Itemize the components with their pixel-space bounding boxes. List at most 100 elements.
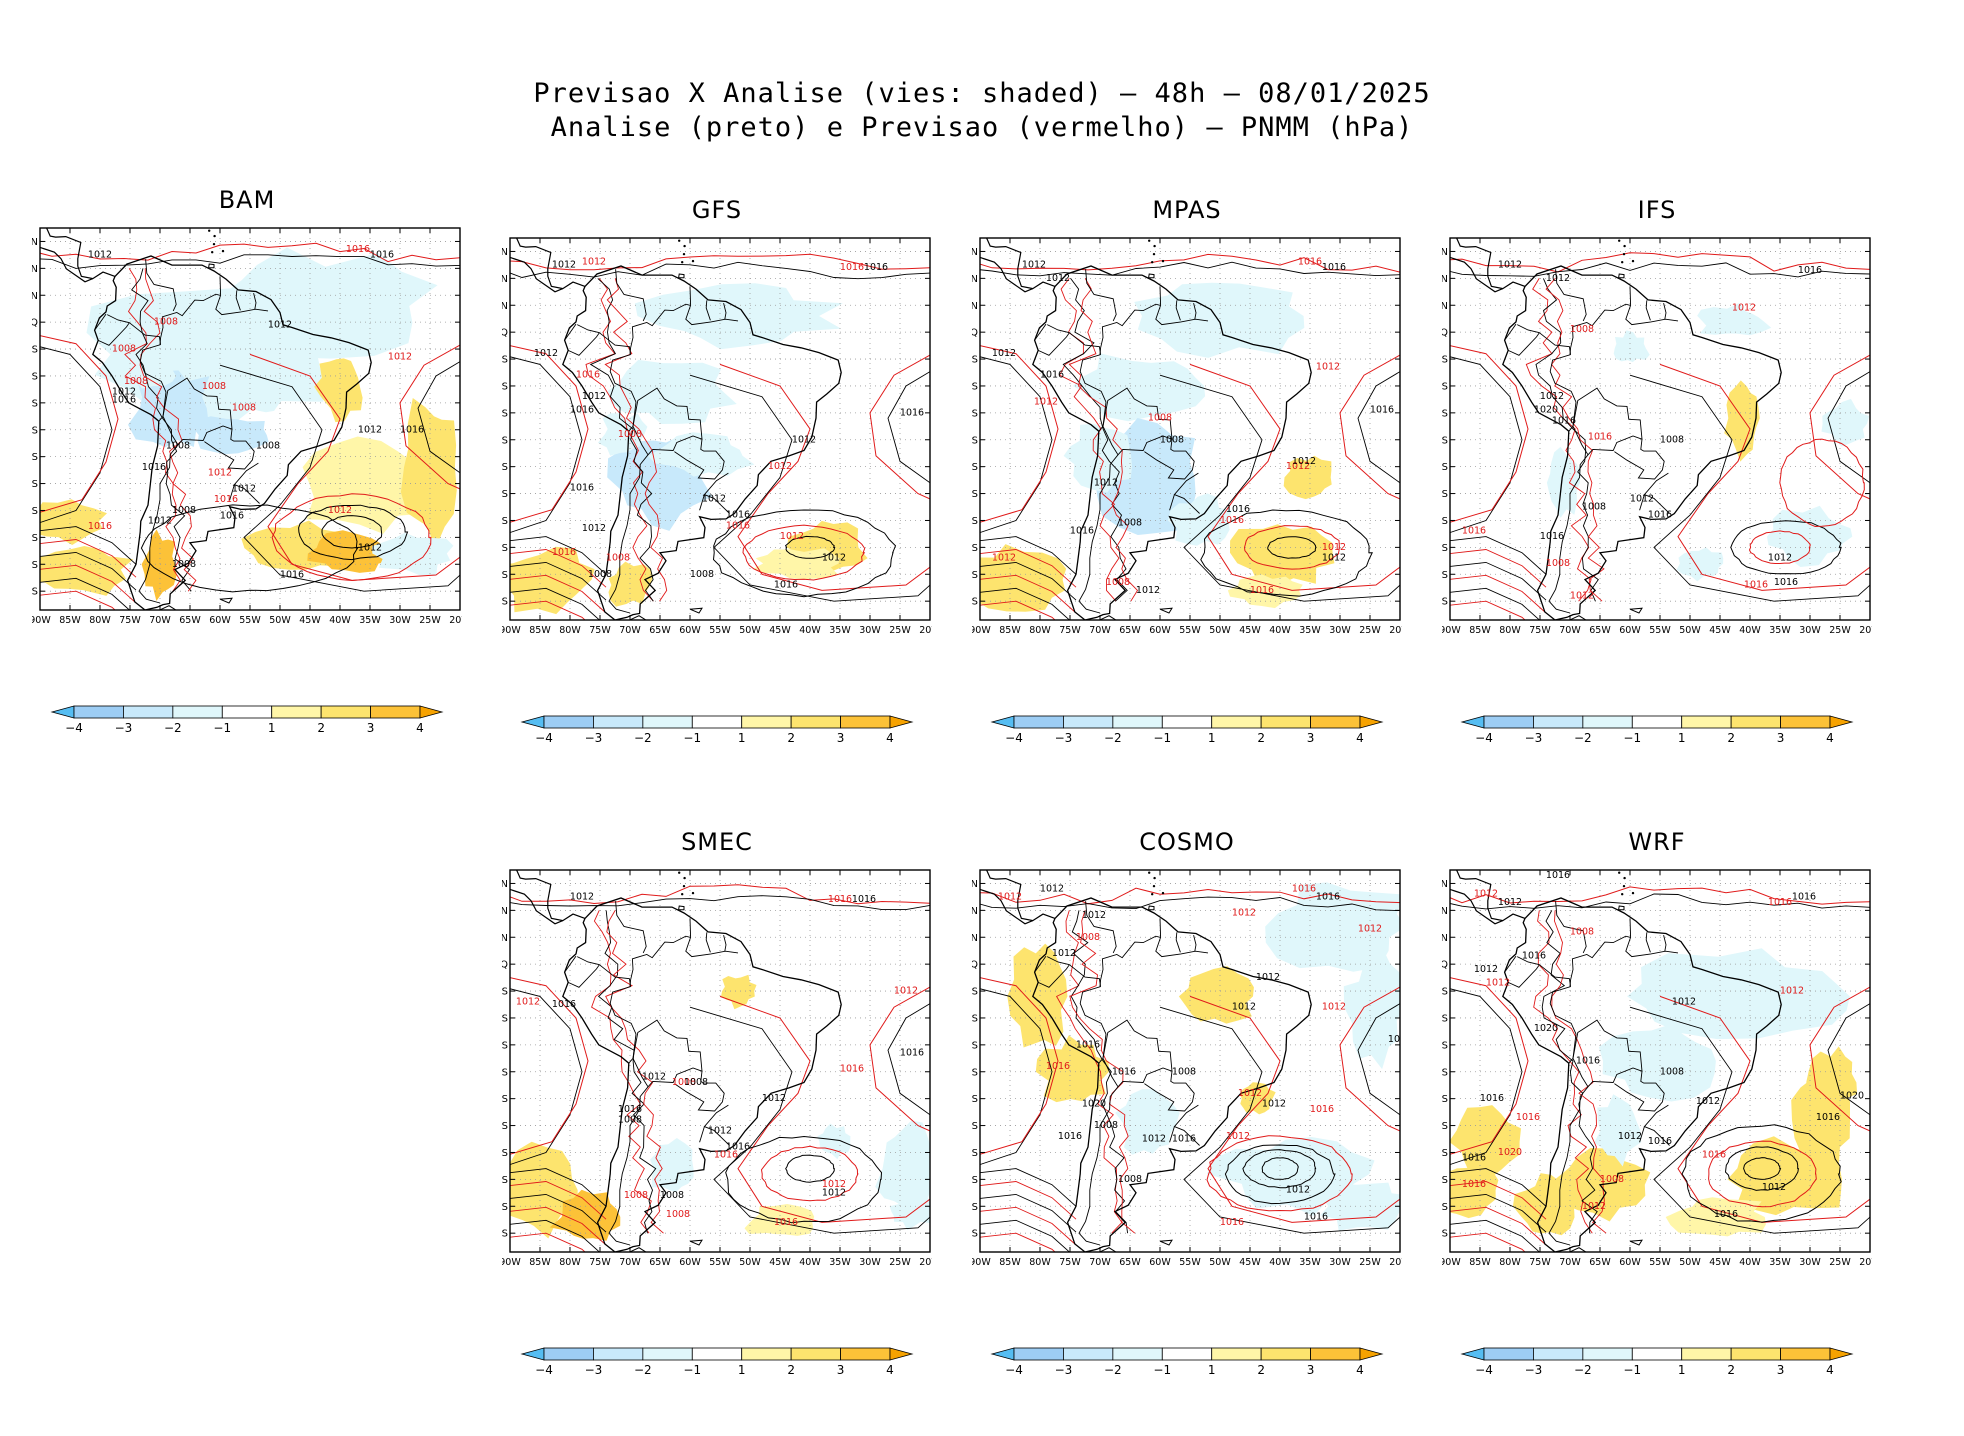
bias-shading <box>1007 943 1068 1048</box>
isobar-label: 1012 <box>1696 1096 1720 1107</box>
isobar-label: 1008 <box>588 569 612 580</box>
figure-title-line-2: Analise (preto) e Previsao (vermelho) – … <box>550 112 1414 143</box>
country-border <box>703 472 730 514</box>
lat-label: 45S <box>1442 570 1448 581</box>
island-dot <box>1161 891 1165 895</box>
coastline-south-america <box>1032 265 1312 620</box>
country-border <box>1643 472 1670 514</box>
lon-label: 65W <box>179 615 201 626</box>
isobar-analysis <box>887 371 930 484</box>
isobar-label: 1016 <box>1172 1134 1196 1145</box>
colorbar-end-high <box>1829 715 1854 729</box>
isobar-ring <box>1708 1140 1817 1208</box>
isobar-label: 1016 <box>1462 526 1486 537</box>
country-border <box>705 932 711 953</box>
isobar-packed <box>510 1232 586 1252</box>
isobar-packed <box>1450 561 1547 601</box>
country-border <box>1555 269 1587 322</box>
isobar-label: 1016 <box>840 262 864 273</box>
isobar-forecast <box>869 986 930 1132</box>
lon-label: 45W <box>299 615 321 626</box>
isobar-analysis <box>1629 374 1870 602</box>
country-border <box>1504 323 1517 341</box>
panel-title: GFS <box>691 196 743 224</box>
isobar-label: 1012 <box>534 348 558 359</box>
isobar-analysis <box>980 356 1053 534</box>
lon-label: 65W <box>1119 1257 1141 1268</box>
lat-label: 45S <box>1442 1202 1448 1213</box>
country-border <box>1625 286 1679 326</box>
island-dot <box>681 261 684 264</box>
isobar-label: 1012 <box>822 1187 846 1198</box>
isobar-label: 1008 <box>660 1190 684 1201</box>
coastline-central-america <box>46 228 116 280</box>
isobar-analysis <box>1450 893 1870 910</box>
isobar-label: 1012 <box>1286 1185 1310 1196</box>
isobar-label: 1008 <box>124 376 148 387</box>
country-border <box>1614 439 1665 480</box>
bias-shading <box>817 1123 851 1160</box>
country-border <box>1144 439 1195 480</box>
country-border <box>608 1058 649 1246</box>
isobar-label: 1012 <box>112 387 136 398</box>
andes-contour <box>124 268 181 592</box>
isobar-label: 1008 <box>1582 502 1606 513</box>
lon-label: 30W <box>859 625 881 636</box>
island-dot <box>1623 244 1626 248</box>
lon-label: 35W <box>359 615 381 626</box>
isobar-packed <box>1450 536 1547 575</box>
colorbar-label: −2 <box>634 731 652 745</box>
isobar-analysis <box>980 988 1053 1166</box>
country-border <box>1038 956 1071 988</box>
isobar-label: 1016 <box>1298 257 1322 268</box>
lat-label: 15S <box>972 1040 978 1051</box>
isobar-packed <box>1450 1193 1547 1233</box>
isobar-label: 1016 <box>88 521 112 532</box>
isobar-label: 1012 <box>992 348 1016 359</box>
isobar-label: 1008 <box>166 440 190 451</box>
colorbar-label: 4 <box>886 731 894 745</box>
lon-label: 20W <box>919 1257 932 1268</box>
isobar-label: 1012 <box>232 483 256 494</box>
country-border <box>1548 1058 1589 1246</box>
lat-label: 30S <box>1442 489 1448 500</box>
isobar-forecast <box>1189 995 1400 1223</box>
lon-label: 35W <box>1299 1257 1321 1268</box>
colorbar-cell <box>1013 1347 1064 1361</box>
colorbar-label: −1 <box>213 721 231 735</box>
isobar-label: 1016 <box>1768 897 1792 908</box>
lat-label: 10N <box>972 906 978 917</box>
isobar-label: 1012 <box>642 1072 666 1083</box>
country-border <box>1568 1058 1574 1064</box>
colorbar-end-low <box>520 715 545 729</box>
bias-shading <box>1178 966 1254 1024</box>
lat-label: 30S <box>32 479 38 490</box>
isobar-analysis <box>417 361 460 474</box>
isobar-label: 1016 <box>774 1217 798 1228</box>
country-border <box>703 1104 730 1146</box>
lat-label: 50S <box>972 1229 978 1240</box>
lon-label: 20W <box>1389 1257 1402 1268</box>
island-dot <box>682 884 686 888</box>
island-dot <box>1621 261 1624 264</box>
country-border <box>723 302 727 320</box>
colorbar-label: −2 <box>1574 731 1592 745</box>
lon-label: 75W <box>1529 625 1551 636</box>
bias-shading <box>648 432 755 477</box>
lat-label: 15N <box>1442 879 1448 890</box>
lon-label: 35W <box>1299 625 1321 636</box>
island-dot <box>1148 871 1151 874</box>
lon-label: 75W <box>1059 1257 1081 1268</box>
isobar-packed <box>980 587 1071 620</box>
isobar-forecast <box>510 977 589 1155</box>
colorbar-end-low <box>50 705 75 719</box>
isobar-forecast <box>510 345 589 523</box>
isobar-forecast <box>249 353 460 581</box>
isobar-label: 1012 <box>1286 461 1310 472</box>
lon-label: 45W <box>1239 1257 1261 1268</box>
coastline-central-america <box>986 238 1056 290</box>
